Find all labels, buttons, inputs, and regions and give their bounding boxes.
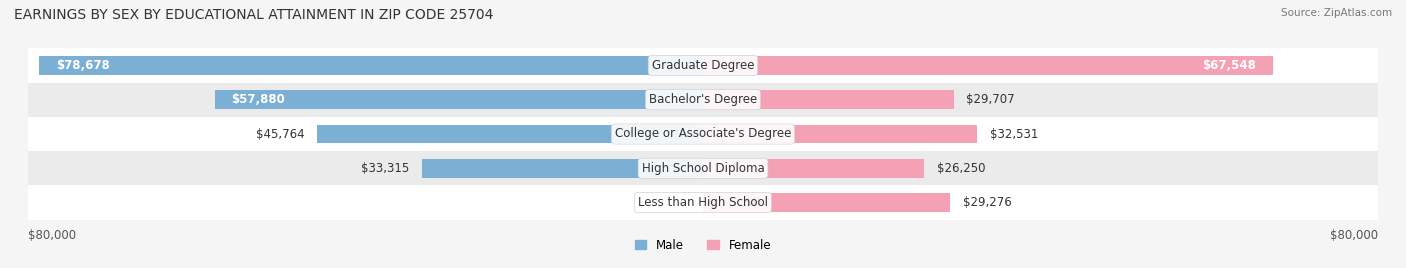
Text: Source: ZipAtlas.com: Source: ZipAtlas.com	[1281, 8, 1392, 18]
Text: High School Diploma: High School Diploma	[641, 162, 765, 175]
Bar	[28, 151, 1378, 185]
Bar	[703, 193, 950, 212]
Text: $32,531: $32,531	[990, 128, 1039, 140]
Bar	[703, 56, 1272, 75]
Bar	[422, 159, 703, 178]
Bar	[28, 117, 1378, 151]
Bar	[28, 185, 1378, 220]
Text: $0: $0	[745, 196, 761, 209]
Text: College or Associate's Degree: College or Associate's Degree	[614, 128, 792, 140]
Bar	[703, 125, 977, 143]
Bar	[39, 56, 703, 75]
Bar	[703, 159, 925, 178]
Bar	[215, 90, 703, 109]
Text: Graduate Degree: Graduate Degree	[652, 59, 754, 72]
Text: Less than High School: Less than High School	[638, 196, 768, 209]
Text: $57,880: $57,880	[232, 93, 285, 106]
Text: $78,678: $78,678	[56, 59, 110, 72]
Bar	[703, 90, 953, 109]
Text: $67,548: $67,548	[1202, 59, 1256, 72]
Text: $80,000: $80,000	[28, 229, 76, 242]
Legend: Male, Female: Male, Female	[634, 239, 772, 252]
Text: $33,315: $33,315	[361, 162, 409, 175]
Text: $29,276: $29,276	[963, 196, 1011, 209]
Text: $26,250: $26,250	[938, 162, 986, 175]
Bar	[28, 83, 1378, 117]
Text: EARNINGS BY SEX BY EDUCATIONAL ATTAINMENT IN ZIP CODE 25704: EARNINGS BY SEX BY EDUCATIONAL ATTAINMEN…	[14, 8, 494, 22]
Text: $29,707: $29,707	[966, 93, 1015, 106]
Bar	[316, 125, 703, 143]
Text: $80,000: $80,000	[1330, 229, 1378, 242]
Text: Bachelor's Degree: Bachelor's Degree	[650, 93, 756, 106]
Bar	[28, 48, 1378, 83]
Text: $45,764: $45,764	[256, 128, 304, 140]
